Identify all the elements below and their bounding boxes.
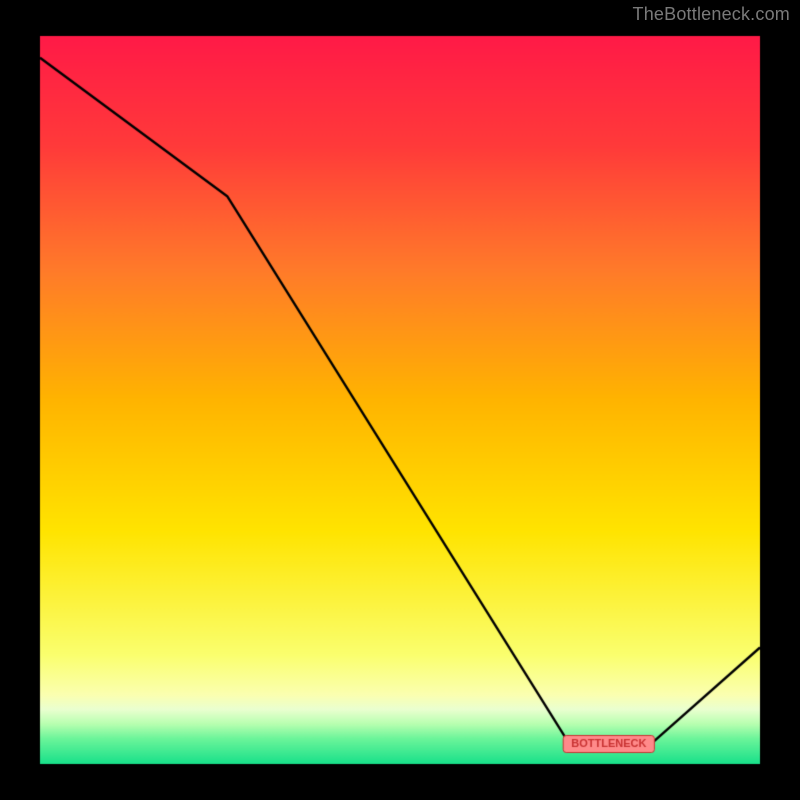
bottleneck-gradient-chart	[0, 0, 800, 800]
attribution-text: TheBottleneck.com	[633, 4, 790, 25]
chart-card: TheBottleneck.com	[0, 0, 800, 800]
